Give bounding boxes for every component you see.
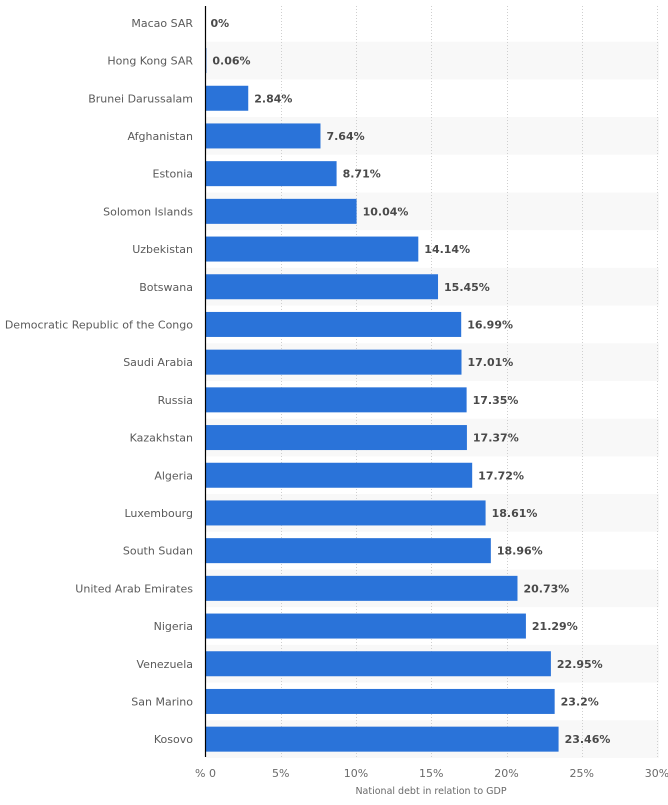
data-label: 21.29%: [532, 620, 578, 633]
bar: [205, 462, 473, 488]
x-tick-label: 15%: [419, 767, 443, 780]
category-label: Afghanistan: [128, 130, 194, 143]
data-label: 17.37%: [473, 432, 519, 445]
x-tick-label: 30%: [645, 767, 668, 780]
bar: [205, 123, 321, 149]
data-label: 16.99%: [467, 318, 513, 331]
category-label: Kosovo: [154, 733, 193, 746]
data-label: 14.14%: [424, 243, 470, 256]
bar: [205, 613, 526, 639]
data-label: 23.46%: [565, 733, 611, 746]
bars: [205, 48, 559, 752]
category-label: Estonia: [153, 168, 194, 181]
category-labels: Macao SAR Hong Kong SAR Brunei Darussalam A…: [5, 17, 194, 746]
category-label: Venezuela: [137, 658, 194, 671]
data-label: 22.95%: [557, 658, 603, 671]
category-label: United Arab Emirates: [75, 582, 193, 595]
x-axis-label: National debt in relation to GDP: [355, 786, 506, 797]
category-label: Macao SAR: [131, 17, 193, 30]
x-tick-label: 25%: [570, 767, 594, 780]
data-label: 0.06%: [212, 55, 250, 68]
x-tick-labels: % 0 5% 10% 15% 20% 25% 30%: [195, 767, 668, 780]
bar: [205, 500, 486, 526]
category-label: Botswana: [139, 281, 193, 294]
x-tick-label: 20%: [494, 767, 518, 780]
bar: [205, 387, 467, 413]
category-label: Solomon Islands: [103, 205, 193, 218]
category-label: South Sudan: [123, 545, 193, 558]
bar: [205, 688, 555, 714]
data-label: 15.45%: [444, 281, 490, 294]
bar: [205, 349, 462, 375]
bar: [205, 425, 467, 451]
bar: [205, 311, 462, 337]
data-label: 7.64%: [326, 130, 364, 143]
category-label: Kazakhstan: [130, 432, 193, 445]
x-tick-label: 5%: [272, 767, 289, 780]
bar: [205, 575, 518, 601]
data-label: 17.72%: [478, 469, 524, 482]
value-labels: 0% 0.06% 2.84% 7.64% 8.71% 10.04% 14.14% 15.45%…: [211, 17, 611, 746]
x-tick-label: 10%: [344, 767, 368, 780]
category-label: Hong Kong SAR: [107, 55, 193, 68]
category-label: Brunei Darussalam: [88, 92, 193, 105]
bar: [205, 651, 551, 677]
bar: [205, 726, 559, 752]
data-label: 10.04%: [363, 205, 409, 218]
data-label: 18.61%: [492, 507, 538, 520]
category-label: Algeria: [154, 469, 193, 482]
category-label: San Marino: [131, 695, 193, 708]
x-tick-label: % 0: [195, 767, 216, 780]
bar: [205, 161, 337, 187]
data-label: 20.73%: [523, 582, 569, 595]
gridlines: [281, 6, 658, 757]
row-band: [205, 41, 659, 80]
bar: [205, 274, 439, 300]
category-label: Nigeria: [154, 620, 193, 633]
category-label: Russia: [158, 394, 193, 407]
bar: [205, 198, 357, 224]
data-label: 23.2%: [561, 695, 599, 708]
category-label: Uzbekistan: [132, 243, 193, 256]
data-label: 18.96%: [497, 545, 543, 558]
bar: [205, 236, 419, 262]
bar: [205, 85, 249, 111]
category-label: Democratic Republic of the Congo: [5, 318, 193, 331]
data-label: 2.84%: [254, 92, 292, 105]
category-label: Saudi Arabia: [123, 356, 193, 369]
bar: [205, 538, 491, 564]
category-label: Luxembourg: [124, 507, 193, 520]
data-label: 0%: [211, 17, 230, 30]
data-label: 17.01%: [468, 356, 514, 369]
data-label: 8.71%: [343, 168, 381, 181]
data-label: 17.35%: [473, 394, 519, 407]
